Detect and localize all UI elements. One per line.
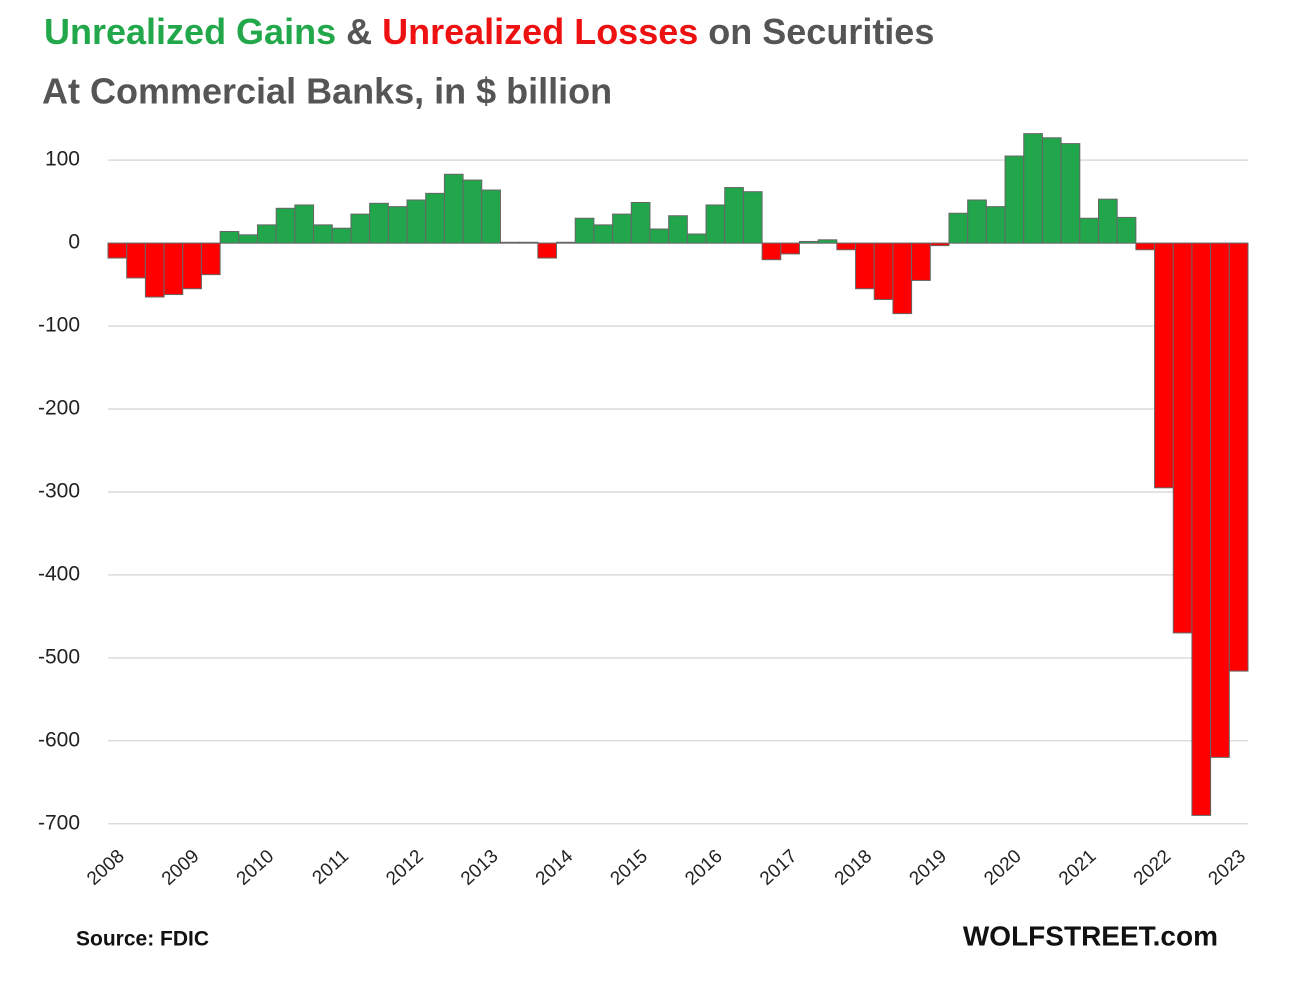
x-tick-label: 2008 <box>83 846 128 890</box>
y-tick-label: -100 <box>38 314 80 337</box>
bar <box>1023 133 1043 244</box>
bar <box>425 192 445 244</box>
bar <box>163 242 184 296</box>
bar <box>275 207 296 244</box>
bar <box>911 242 931 281</box>
bar <box>462 179 483 244</box>
bar <box>1228 242 1249 672</box>
y-tick-label: -700 <box>38 811 80 834</box>
y-tick-label: -500 <box>38 645 80 668</box>
bar <box>350 213 371 244</box>
chart-subtitle: At Commercial Banks, in $ billion <box>42 71 612 112</box>
bar <box>649 228 670 244</box>
x-tick-label: 2017 <box>756 846 801 890</box>
bar <box>817 239 838 244</box>
bar <box>238 234 259 244</box>
bar <box>1004 155 1025 244</box>
bar <box>724 187 744 244</box>
bar <box>630 201 651 244</box>
bar <box>1172 242 1193 634</box>
x-tick-label: 2013 <box>457 846 502 890</box>
bar <box>798 240 819 244</box>
y-tick-label: -400 <box>38 562 80 585</box>
x-tick-label: 2022 <box>1130 846 1175 890</box>
bar <box>1154 242 1174 489</box>
x-tick-label: 2023 <box>1205 846 1250 890</box>
bar <box>1116 216 1137 244</box>
x-tick-label: 2019 <box>906 846 951 890</box>
bar <box>144 242 165 298</box>
x-tick-label: 2020 <box>980 846 1025 890</box>
chart-title: Unrealized Gains & Unrealized Losses on … <box>44 11 934 52</box>
title-part: & <box>346 11 372 52</box>
bar <box>836 242 857 251</box>
bar <box>1097 198 1118 244</box>
x-tick-label: 2021 <box>1055 846 1100 890</box>
credit: WOLFSTREET.com <box>963 920 1218 951</box>
bar <box>556 241 576 244</box>
bar <box>257 224 277 244</box>
bar <box>855 242 875 290</box>
bar <box>499 241 520 244</box>
bar <box>742 191 763 244</box>
bar <box>294 204 315 244</box>
bar <box>985 206 1006 244</box>
x-tick-label: 2018 <box>831 846 876 890</box>
y-tick-label: 100 <box>45 148 80 171</box>
x-tick-label: 2015 <box>607 846 652 890</box>
x-tick-label: 2014 <box>532 846 578 890</box>
bar <box>1210 242 1230 758</box>
bar <box>686 233 707 244</box>
bar <box>612 213 632 244</box>
y-tick-label: 0 <box>68 231 80 254</box>
title-part: on Securities <box>708 11 934 52</box>
bar <box>219 231 240 244</box>
bar <box>1191 242 1212 816</box>
bar <box>668 215 688 244</box>
bar <box>387 206 408 244</box>
x-tick-label: 2009 <box>158 846 203 890</box>
x-tick-label: 2010 <box>233 846 278 890</box>
source: Source: FDIC <box>76 928 209 951</box>
bar <box>537 242 558 259</box>
bar <box>892 242 913 315</box>
bar <box>406 199 427 244</box>
bar <box>593 224 614 244</box>
x-tick-label: 2012 <box>382 846 427 890</box>
bar <box>481 189 501 244</box>
bar <box>705 204 726 244</box>
bar <box>1135 242 1156 251</box>
x-tick-label: 2016 <box>681 846 726 890</box>
bar <box>967 199 987 244</box>
bar <box>1060 143 1081 244</box>
bar <box>107 242 128 259</box>
bar <box>574 217 595 244</box>
bar <box>873 242 894 301</box>
y-tick-label: -300 <box>38 479 80 502</box>
bar <box>331 227 352 244</box>
bar <box>780 242 800 255</box>
bar <box>182 242 202 290</box>
x-tick-label: 2011 <box>309 846 353 889</box>
title-part: Unrealized Gains <box>44 11 336 52</box>
bar <box>126 242 146 279</box>
bar <box>443 173 464 244</box>
bar <box>200 242 221 276</box>
bar <box>369 202 389 244</box>
bar <box>761 242 782 261</box>
bar <box>1079 217 1099 244</box>
bar <box>929 242 950 247</box>
y-tick-label: -200 <box>38 397 80 420</box>
title-part: Unrealized Losses <box>382 11 698 52</box>
bar <box>948 212 969 244</box>
bar <box>1041 137 1062 244</box>
y-tick-label: -600 <box>38 728 80 751</box>
bar <box>313 224 333 244</box>
bar <box>518 241 539 244</box>
